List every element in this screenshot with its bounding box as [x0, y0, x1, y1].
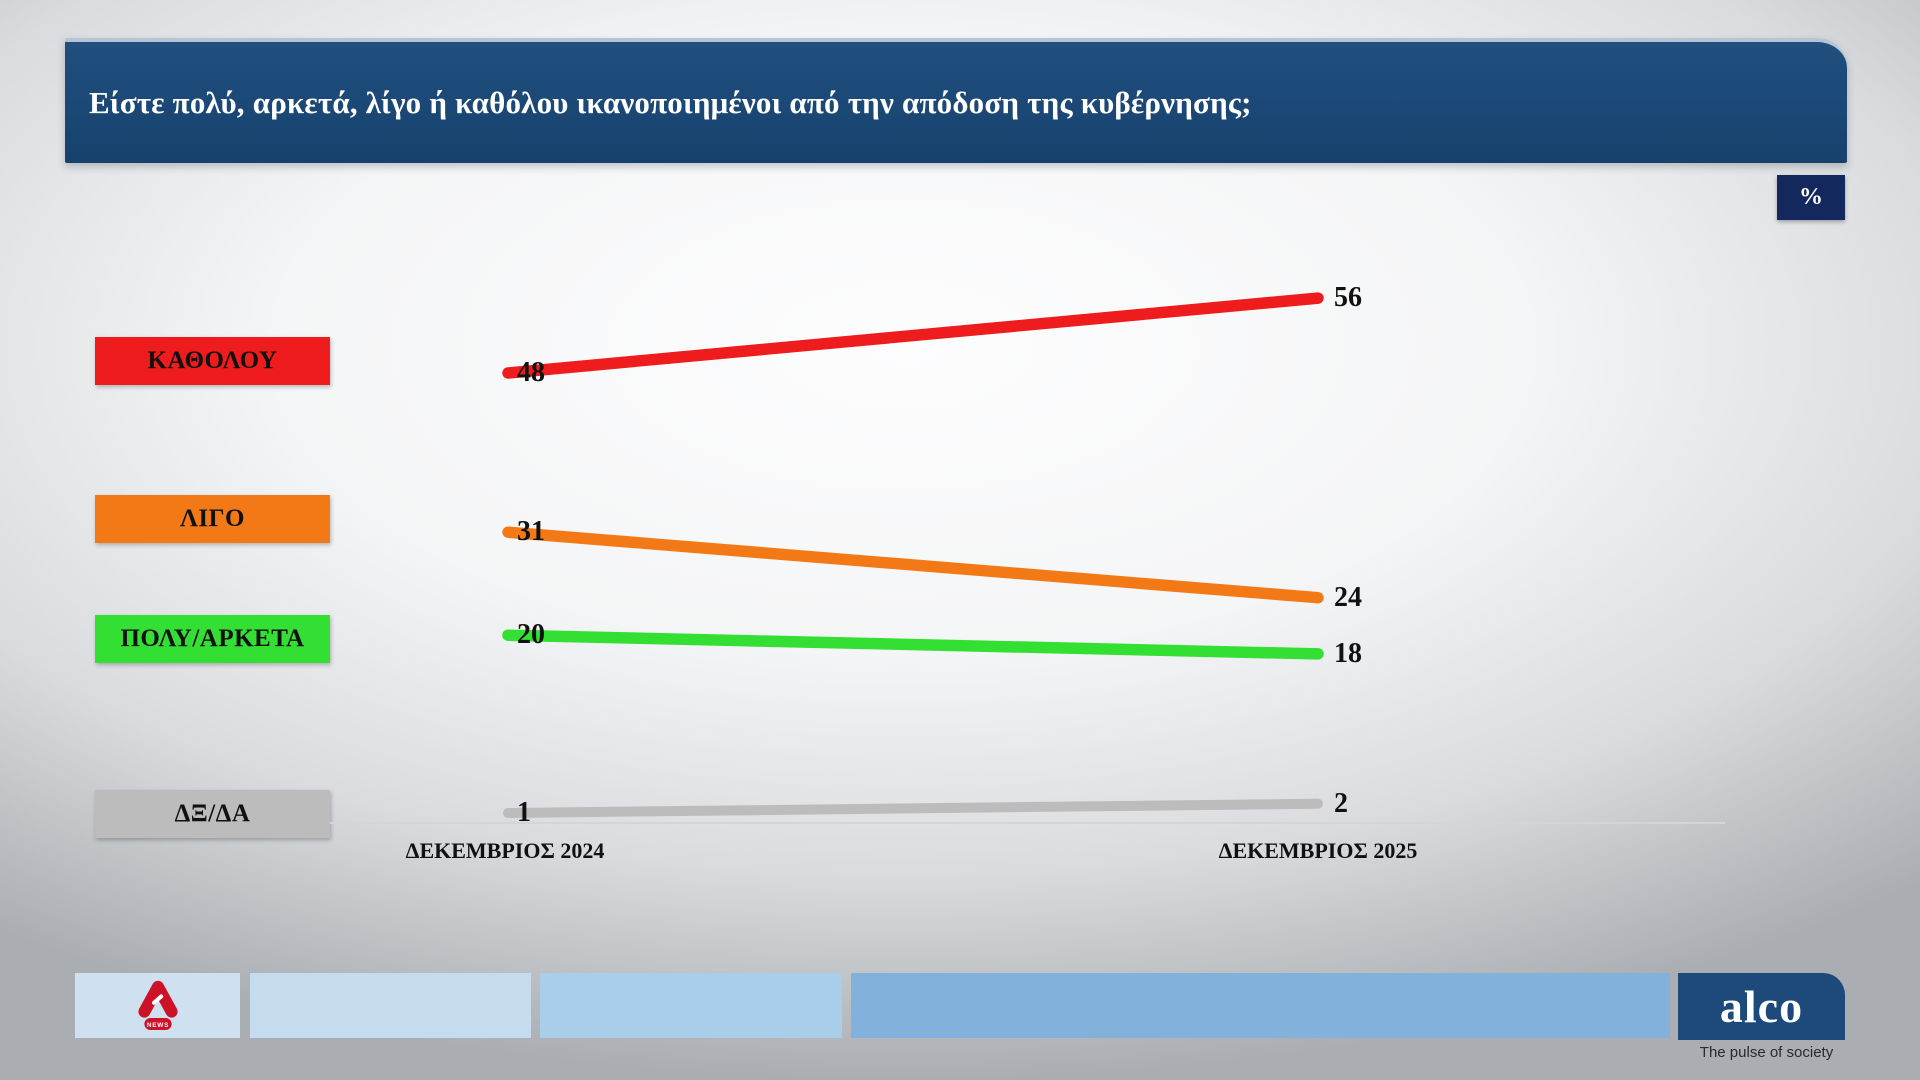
series-line-2: [502, 629, 1324, 660]
percent-badge-label: %: [1799, 184, 1823, 210]
x-axis-label-2024: ΔΕΚΕΜΒΡΙΟΣ 2024: [405, 838, 605, 863]
series-line-3: [503, 798, 1323, 818]
footer-segment-1: NEWS: [75, 973, 240, 1038]
alco-logo: alco: [1678, 973, 1845, 1040]
legend-label: ΚΑΘΟΛΟΥ: [147, 347, 278, 374]
value-label-start-0: 48: [517, 357, 545, 389]
series-line-1: [502, 526, 1324, 604]
question-bar: Είστε πολύ, αρκετά, λίγο ή καθόλου ικανο…: [65, 38, 1847, 163]
x-axis-line: [330, 822, 1725, 824]
series-line-0: [502, 292, 1324, 379]
legend-label: ΠΟΛΥ/ΑΡΚΕΤΑ: [120, 625, 305, 652]
footer-segment-4: [851, 973, 1670, 1038]
x-axis-label-2025: ΔΕΚΕΜΒΡΙΟΣ 2025: [1218, 838, 1418, 863]
value-label-end-0: 56: [1334, 282, 1362, 314]
value-label-end-3: 2: [1334, 787, 1348, 819]
question-text: Είστε πολύ, αρκετά, λίγο ή καθόλου ικανο…: [89, 84, 1252, 120]
value-label-end-2: 18: [1334, 637, 1362, 669]
legend-label: ΔΞ/ΔΑ: [174, 800, 251, 827]
legend-item-katholou: ΚΑΘΟΛΟΥ: [95, 337, 330, 385]
footer-segment-3: [540, 973, 842, 1038]
value-label-end-1: 24: [1334, 581, 1362, 613]
alco-logo-text: alco: [1719, 981, 1804, 1032]
legend-item-ligo: ΛΙΓΟ: [95, 495, 330, 543]
legend-label: ΛΙΓΟ: [179, 505, 245, 532]
value-label-start-2: 20: [517, 619, 545, 651]
value-label-start-1: 31: [517, 516, 545, 548]
legend-item-dx-da: ΔΞ/ΔΑ: [95, 790, 330, 838]
percent-badge: %: [1777, 175, 1845, 220]
alpha-news-logo-icon: NEWS: [137, 980, 178, 1030]
alpha-news-label: NEWS: [146, 1021, 168, 1028]
alco-tagline: The pulse of society: [1699, 1044, 1834, 1061]
value-label-start-3: 1: [517, 797, 531, 829]
legend-item-poly-arketa: ΠΟΛΥ/ΑΡΚΕΤΑ: [95, 615, 330, 663]
footer-segment-2: [250, 973, 531, 1038]
